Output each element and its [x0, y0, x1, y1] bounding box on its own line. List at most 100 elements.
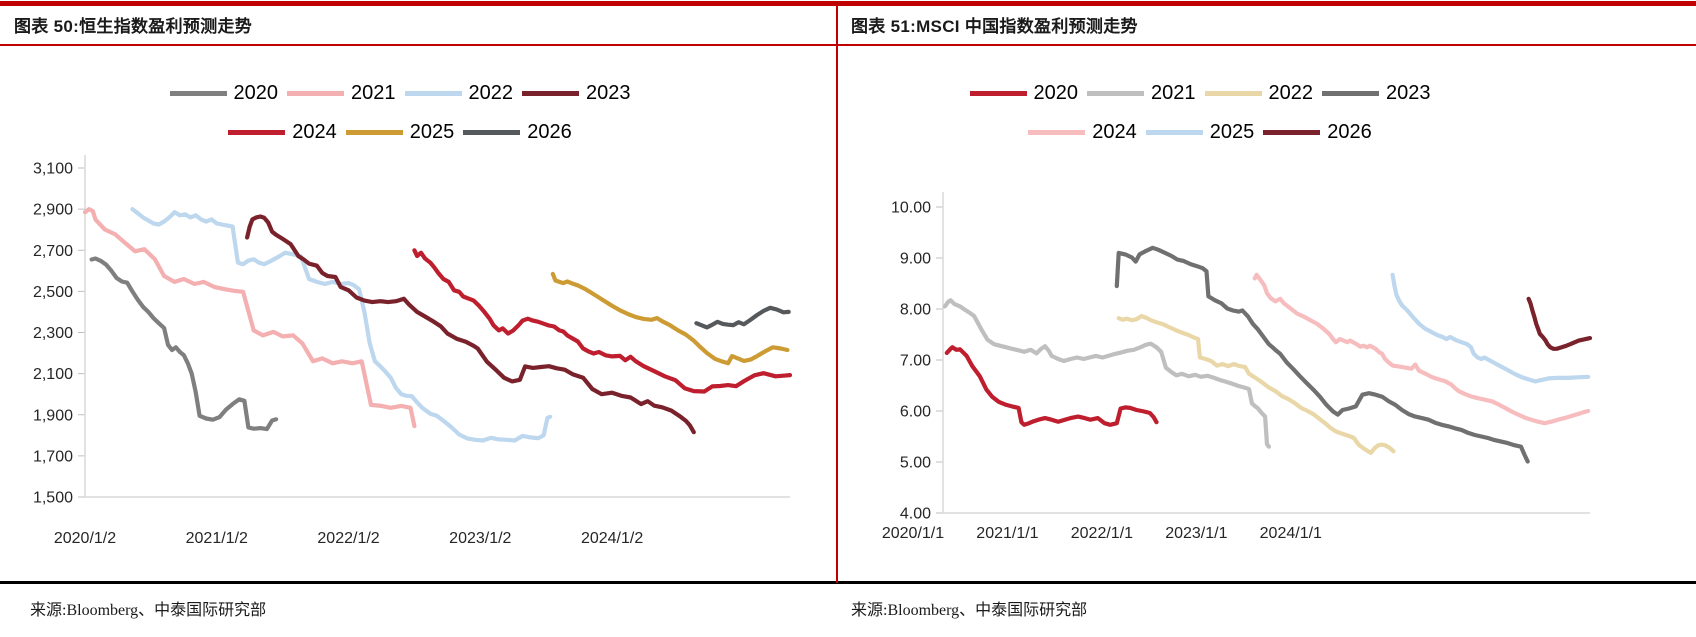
chart-title: 图表 51:MSCI 中国指数盈利预测走势: [851, 17, 1138, 36]
y-tick-label: 4.00: [900, 506, 931, 523]
series-line-2022: [130, 207, 553, 443]
legend-item-2026: 2026: [463, 121, 572, 143]
legend-line-swatch: [522, 90, 579, 96]
axes: 4.00 5.00 6.00 7.00 8.00 9.00 10.00 2020/1/1 202…: [882, 192, 1590, 542]
series-line-2021: [942, 298, 1271, 449]
legend-item-2024: 2024: [1028, 121, 1137, 143]
x-tick-label: 2023/1/1: [1165, 525, 1227, 542]
y-tick-label: 2,900: [33, 202, 73, 219]
legend-line-swatch: [404, 90, 462, 96]
y-tick-label: 2,700: [33, 243, 73, 260]
axes: 1,500 1,700 1,900 2,100 2,300 2,500 2,700 2,900…: [33, 155, 790, 547]
chart-title: 图表 50:恒生指数盈利预测走势: [14, 17, 253, 36]
x-tick-label: 2021/1/1: [976, 525, 1038, 542]
y-tick-label: 2,500: [33, 284, 73, 301]
legend-label: 2024: [1092, 121, 1137, 143]
y-tick-label: 9.00: [900, 251, 931, 268]
legend-label: 2022: [468, 82, 514, 104]
y-tick-label: 3,100: [33, 161, 73, 178]
legend-line-swatch: [287, 90, 344, 96]
x-tick-label: 2022/1/2: [317, 530, 379, 547]
legend-line-swatch: [1028, 129, 1086, 135]
y-tick-label: 6.00: [900, 404, 931, 421]
chart-canvas: 4.00 5.00 6.00 7.00 8.00 9.00 10.00 2020/1/1 202…: [882, 192, 1593, 542]
legend-item-2022: 2022: [404, 82, 514, 104]
legend: 2020 2021 2022 2023 2024 2025 2026: [50, 82, 750, 143]
y-tick-label: 8.00: [900, 302, 931, 319]
x-tick-label: 2020/1/2: [54, 530, 116, 547]
legend-label: 2025: [409, 121, 455, 143]
legend-item-2025: 2025: [345, 121, 455, 143]
legend-label: 2024: [292, 121, 337, 143]
y-tick-label: 1,900: [33, 407, 73, 424]
legend-item-2020: 2020: [969, 82, 1079, 104]
legend-line-swatch: [1145, 129, 1203, 135]
source-note: 来源:Bloomberg、中泰国际研究部: [851, 602, 1088, 619]
legend-label: 2026: [1327, 121, 1372, 143]
legend-label: 2023: [1386, 82, 1431, 104]
x-tick-label: 2022/1/1: [1071, 525, 1133, 542]
x-tick-label: 2023/1/2: [449, 530, 511, 547]
legend: 2020 2021 2022 2023 2024 2025 2026: [880, 82, 1520, 143]
legend-label: 2026: [527, 121, 572, 143]
panel-msci-china-chart: 图表 51:MSCI 中国指数盈利预测走势 2020 2021 2022 2023 20…: [838, 0, 1696, 637]
legend-line-swatch: [1322, 90, 1379, 96]
legend-line-swatch: [169, 90, 227, 96]
legend-label: 2022: [1268, 82, 1314, 104]
series-line-2025: [550, 271, 790, 366]
y-tick-label: 1,700: [33, 448, 73, 465]
legend-row: 2020 2021 2022 2023: [169, 82, 631, 104]
series-line-2024: [412, 248, 793, 394]
series-line-2023: [1114, 245, 1530, 464]
legend-line-swatch: [345, 129, 403, 135]
legend-item-2022: 2022: [1204, 82, 1314, 104]
x-tick-label: 2024/1/1: [1260, 525, 1322, 542]
series-line-2026: [1526, 296, 1593, 351]
y-tick-label: 1,500: [33, 490, 73, 507]
legend-line-swatch: [1087, 90, 1144, 96]
top-red-rule: [0, 1, 1696, 6]
series-line-2025: [1390, 272, 1591, 384]
legend-row: 2024 2025 2026: [1028, 121, 1372, 143]
series-line-2021: [82, 207, 417, 429]
legend-label: 2020: [233, 82, 279, 104]
x-tick-label: 2021/1/2: [186, 530, 248, 547]
legend-line-swatch: [463, 129, 521, 135]
series-line-2026: [694, 305, 791, 330]
panel-divider-rule: [836, 3, 838, 583]
legend-item-2021: 2021: [1087, 82, 1196, 104]
title-divider-rule: [0, 44, 1696, 46]
legend-item-2023: 2023: [1322, 82, 1431, 104]
legend-label: 2023: [586, 82, 631, 104]
legend-line-swatch: [1204, 90, 1262, 96]
legend-label: 2021: [351, 82, 396, 104]
series-line-2024: [1252, 272, 1591, 426]
legend-line-swatch: [228, 129, 286, 135]
legend-line-swatch: [969, 90, 1027, 96]
panel-hang-seng-chart: 图表 50:恒生指数盈利预测走势 2020 2021 2022 2023 2024 202…: [0, 0, 836, 637]
x-tick-label: 2020/1/1: [882, 525, 944, 542]
series-line-2020: [944, 345, 1159, 427]
y-tick-label: 10.00: [891, 200, 931, 217]
legend-item-2026: 2026: [1263, 121, 1372, 143]
chart-canvas: 1,500 1,700 1,900 2,100 2,300 2,500 2,700 2,900…: [33, 155, 793, 547]
series-line-2022: [1116, 314, 1396, 455]
legend-item-2025: 2025: [1145, 121, 1255, 143]
y-tick-label: 2,300: [33, 325, 73, 342]
series-line-2023: [245, 214, 696, 435]
legend-label: 2021: [1151, 82, 1196, 104]
source-note: 来源:Bloomberg、中泰国际研究部: [30, 602, 267, 619]
legend-line-swatch: [1263, 129, 1321, 135]
bottom-black-rule: [0, 581, 1696, 584]
y-tick-label: 7.00: [900, 353, 931, 370]
y-tick-label: 5.00: [900, 455, 931, 472]
legend-item-2024: 2024: [228, 121, 337, 143]
legend-row: 2024 2025 2026: [228, 121, 572, 143]
legend-item-2021: 2021: [287, 82, 396, 104]
series-line-2020: [89, 256, 279, 432]
legend-row: 2020 2021 2022 2023: [969, 82, 1431, 104]
legend-label: 2025: [1209, 121, 1255, 143]
legend-item-2023: 2023: [522, 82, 631, 104]
x-tick-label: 2024/1/2: [581, 530, 643, 547]
legend-label: 2020: [1033, 82, 1079, 104]
